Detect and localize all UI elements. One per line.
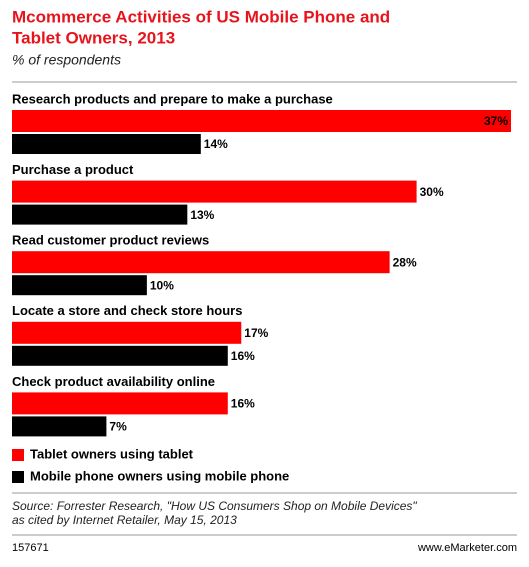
category-label: Research products and prepare to make a … (12, 91, 333, 106)
value-label: 13% (190, 208, 214, 222)
source: as cited by Internet Retailer, May 15, 2… (12, 513, 237, 527)
source: Source: Forrester Research, "How US Cons… (12, 499, 417, 513)
legend-label: Tablet owners using tablet (30, 446, 194, 461)
value-label: 37% (484, 114, 508, 128)
bar (12, 251, 390, 274)
value-label: 16% (231, 397, 255, 411)
value-label: 16% (231, 349, 255, 363)
category-label: Locate a store and check store hours (12, 303, 242, 318)
legend-label: Mobile phone owners using mobile phone (30, 468, 289, 483)
value-label: 30% (420, 185, 444, 199)
chart-id: 157671 (12, 542, 49, 554)
chart-title: Mcommerce Activities of US Mobile Phone … (12, 7, 390, 26)
category-label: Purchase a product (12, 162, 134, 177)
bar (12, 392, 228, 415)
chart-title: Tablet Owners, 2013 (12, 28, 175, 47)
category-label: Read customer product reviews (12, 233, 209, 248)
bar (12, 204, 188, 225)
value-label: 17% (244, 326, 268, 340)
legend-swatch (12, 471, 24, 483)
value-label: 28% (393, 255, 417, 269)
bar (12, 180, 417, 203)
chart-subtitle: % of respondents (12, 52, 121, 68)
legend-swatch (12, 449, 24, 461)
bar (12, 345, 228, 366)
bar (12, 275, 147, 296)
bar (12, 110, 511, 132)
value-label: 10% (150, 278, 174, 292)
bar (12, 134, 201, 154)
bar (12, 416, 107, 437)
category-label: Check product availability online (12, 374, 215, 389)
bar (12, 321, 242, 344)
website: www.eMarketer.com (417, 542, 517, 554)
value-label: 7% (109, 420, 127, 434)
value-label: 14% (204, 137, 228, 151)
